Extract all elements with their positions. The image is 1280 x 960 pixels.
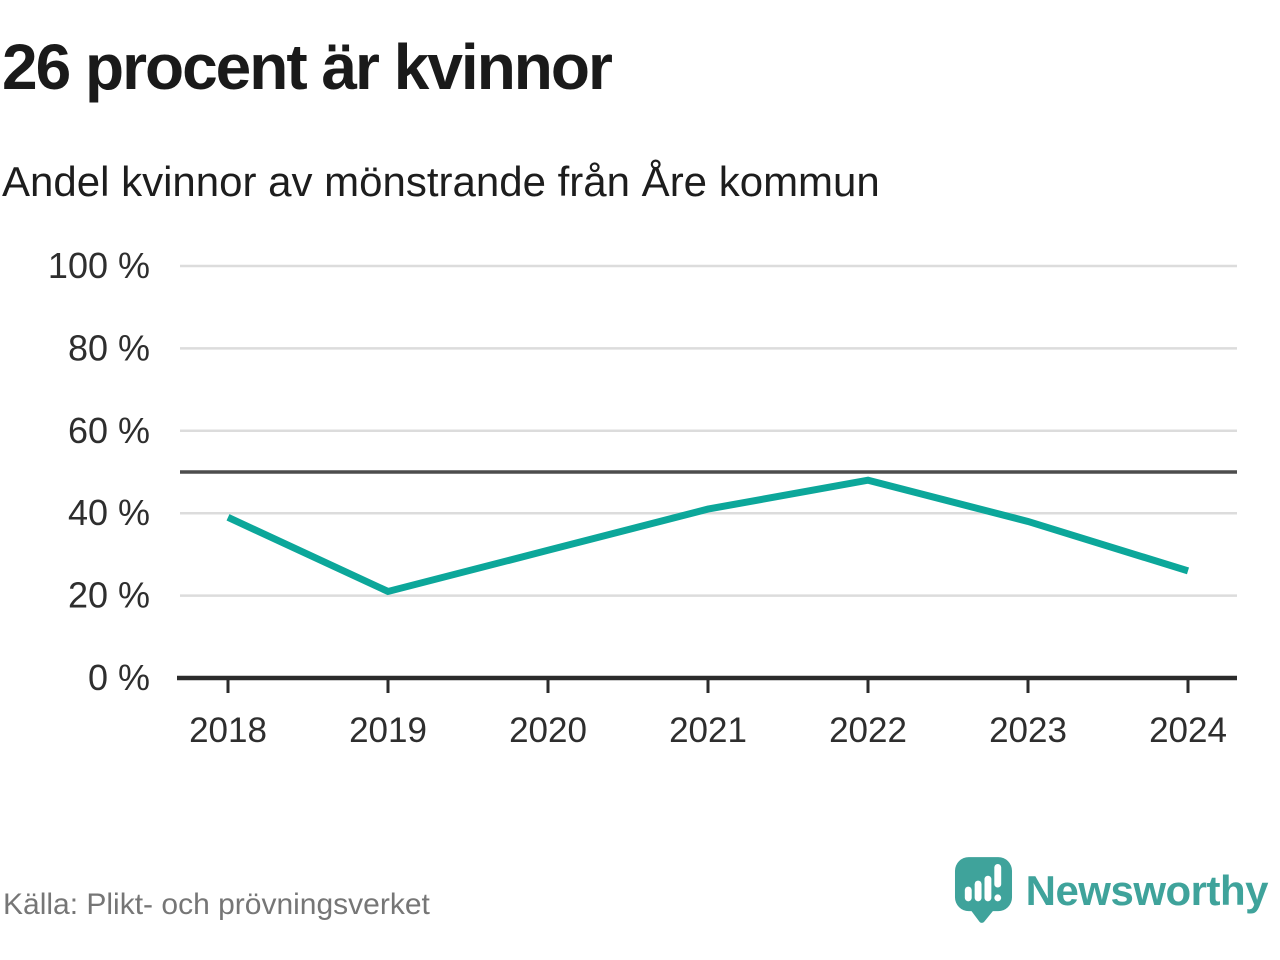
- newsworthy-logo-text: Newsworthy: [1025, 866, 1269, 914]
- y-tick-label: 80 %: [68, 327, 150, 368]
- y-tick-label: 40 %: [68, 492, 150, 533]
- data-line: [226, 476, 1190, 596]
- y-tick-label: 60 %: [68, 410, 150, 451]
- source-note: Källa: Plikt- och prövningsverket: [3, 888, 430, 921]
- newsworthy-logo: Newsworthy: [954, 856, 1269, 925]
- newsworthy-logo-icon: [954, 857, 1012, 923]
- chart-subtitle: Andel kvinnor av mönstrande från Åre kom…: [2, 158, 880, 205]
- y-tick-label: 100 %: [48, 245, 150, 286]
- y-tick-label: 0 %: [88, 657, 150, 698]
- page-title: 26 procent är kvinnor: [2, 31, 613, 103]
- x-tick-label: 2018: [189, 711, 267, 750]
- x-tick-label: 2021: [669, 711, 747, 750]
- x-tick-label: 2023: [989, 711, 1067, 750]
- y-tick-label: 20 %: [68, 575, 150, 616]
- x-tick-label: 2024: [1149, 711, 1227, 750]
- x-tick-label: 2022: [829, 711, 907, 750]
- x-tick-label: 2020: [509, 711, 587, 750]
- x-tick-label: 2019: [349, 711, 427, 750]
